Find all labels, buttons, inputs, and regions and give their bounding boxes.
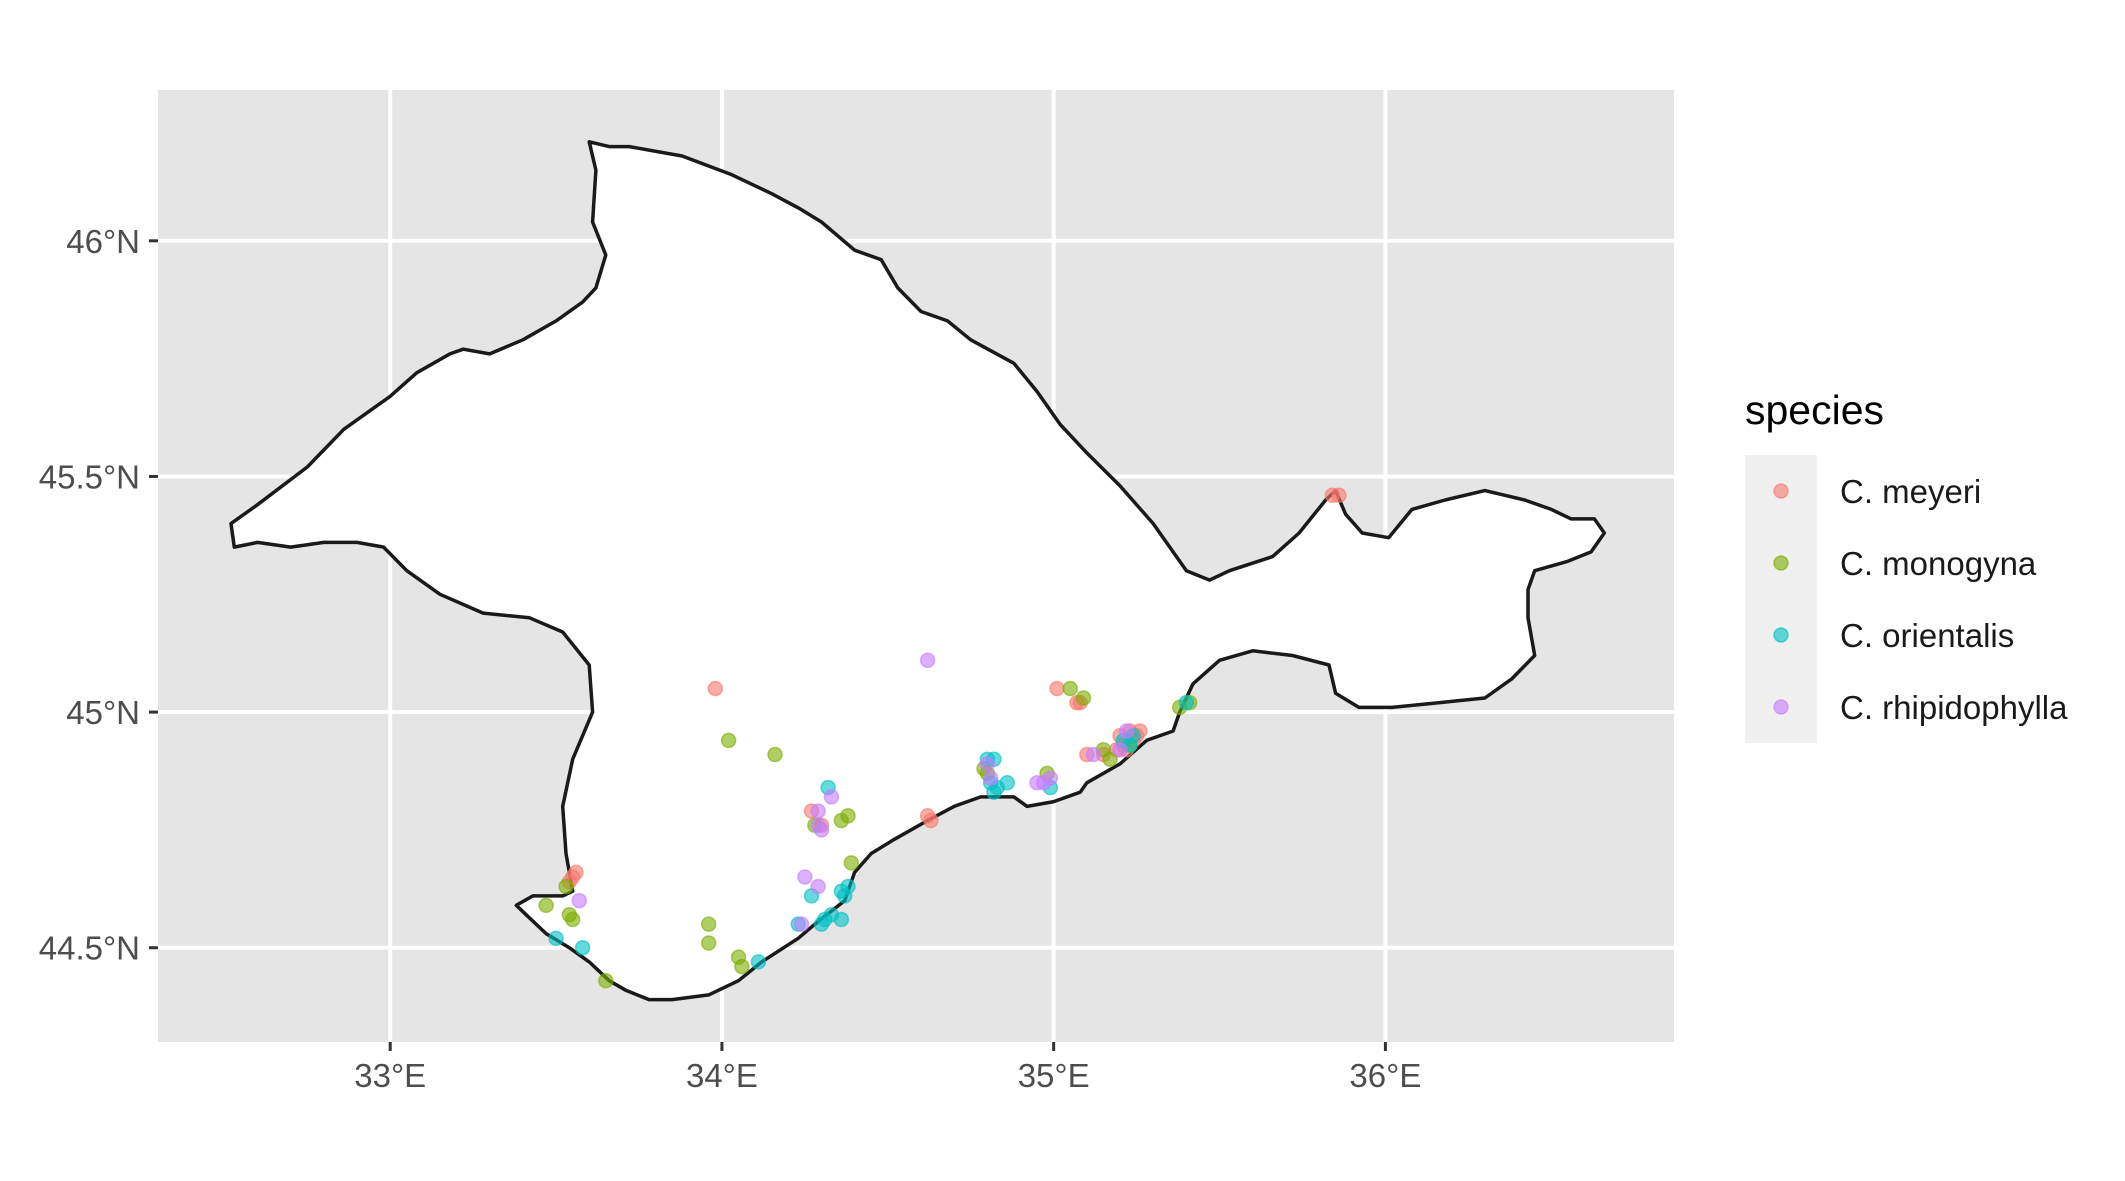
point-c-monogyna	[700, 916, 717, 932]
point-c-monogyna	[558, 878, 574, 895]
point-c-rhipidophylla	[793, 916, 810, 932]
point-c-monogyna	[833, 812, 850, 829]
legend-title: species	[1745, 387, 1884, 433]
x-tick-label: 33°E	[354, 1057, 426, 1094]
y-tick-label: 44.5°N	[39, 930, 140, 967]
point-c-orientalis	[1178, 694, 1195, 711]
point-c-meyeri	[923, 812, 939, 829]
point-c-monogyna	[1102, 751, 1118, 767]
point-c-rhipidophylla	[1118, 723, 1135, 739]
point-c-rhipidophylla	[1042, 770, 1059, 786]
point-c-monogyna	[564, 911, 581, 928]
point-c-meyeri	[1331, 487, 1347, 504]
point-c-rhipidophylla	[1112, 742, 1128, 758]
legend-key-point	[1773, 555, 1789, 571]
point-c-rhipidophylla	[810, 817, 826, 833]
legend-key-point	[1773, 699, 1789, 715]
point-c-monogyna	[538, 897, 554, 914]
legend-key-background	[1745, 455, 1817, 743]
legend-label: C. orientalis	[1840, 617, 2014, 654]
legend-label: C. rhipidophylla	[1840, 689, 2068, 726]
point-c-rhipidophylla	[979, 756, 996, 772]
point-c-rhipidophylla	[919, 652, 936, 669]
point-c-monogyna	[1075, 690, 1092, 706]
legend-label: C. meyeri	[1840, 473, 1981, 510]
point-c-meyeri	[707, 680, 724, 697]
legend: species C. meyeri C. monogyna C. orientali…	[1745, 387, 2068, 743]
point-c-rhipidophylla	[982, 770, 999, 786]
x-tick-label: 35°E	[1018, 1057, 1090, 1094]
point-c-rhipidophylla	[810, 803, 826, 819]
point-c-rhipidophylla	[823, 789, 840, 805]
point-c-orientalis	[750, 954, 767, 970]
legend-key-point	[1773, 627, 1789, 643]
point-c-rhipidophylla	[571, 892, 588, 909]
point-c-orientalis	[833, 911, 850, 928]
y-tick-label: 45.5°N	[39, 458, 140, 495]
occurrence-points	[538, 487, 1347, 989]
y-tick-label: 45°N	[66, 694, 140, 731]
y-tick-label: 46°N	[66, 223, 140, 260]
point-c-orientalis	[548, 930, 564, 947]
point-c-rhipidophylla	[797, 869, 813, 885]
x-tick-label: 34°E	[686, 1057, 758, 1094]
point-c-monogyna	[767, 746, 783, 763]
x-tick-label: 36°E	[1349, 1057, 1421, 1094]
point-c-orientalis	[813, 916, 830, 932]
point-c-monogyna	[700, 935, 717, 951]
point-c-orientalis	[574, 939, 591, 956]
point-c-monogyna	[734, 958, 750, 975]
point-c-monogyna	[720, 732, 737, 749]
point-c-rhipidophylla	[1085, 746, 1102, 763]
point-c-monogyna	[598, 972, 614, 989]
point-c-monogyna	[843, 855, 860, 871]
point-c-meyeri	[1049, 680, 1065, 697]
axes: 33°E 34°E 35°E 36°E 44.5°N 45°N 45.5°N 46°N	[39, 223, 1422, 1094]
legend-key-point	[1773, 483, 1789, 499]
legend-label: C. monogyna	[1840, 545, 2037, 582]
point-c-orientalis	[836, 888, 853, 904]
point-c-rhipidophylla	[810, 878, 826, 895]
legend-entries: C. meyeri C. monogyna C. orientalis C. rhip…	[1773, 473, 2068, 726]
point-c-monogyna	[1062, 680, 1079, 697]
